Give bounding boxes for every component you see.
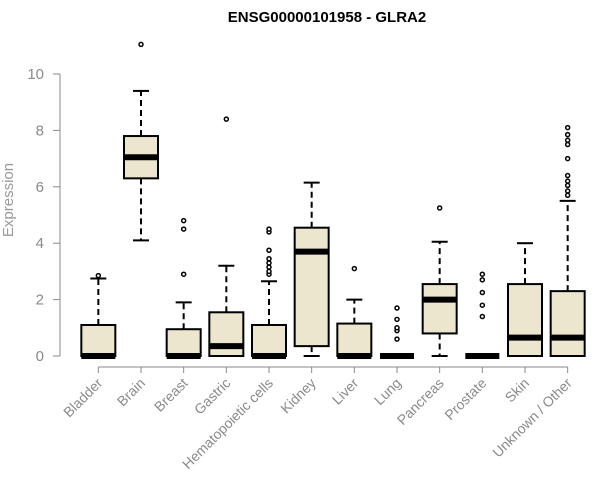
chart-title: ENSG00000101958 - GLRA2 xyxy=(228,9,426,26)
outlier-point xyxy=(564,141,571,148)
outlier-point xyxy=(394,305,400,311)
outlier-point xyxy=(266,247,272,253)
outlier-point xyxy=(564,155,571,162)
outlier-point xyxy=(351,265,358,272)
outlier-point xyxy=(223,116,230,122)
x-tick-label: Brain xyxy=(114,375,148,409)
outlier-point xyxy=(564,188,571,194)
outlier-point xyxy=(564,178,571,184)
box-iqr xyxy=(208,311,245,358)
x-tick-label: Kidney xyxy=(277,375,319,417)
box-prostate xyxy=(465,271,500,359)
box-iqr xyxy=(336,322,373,358)
box-iqr xyxy=(549,290,586,358)
x-tick-label: Liver xyxy=(329,375,362,408)
x-tick-label: Breast xyxy=(151,375,191,415)
outlier-point xyxy=(564,182,571,189)
box-hematopoietic-cells xyxy=(251,226,287,359)
outlier-point xyxy=(394,325,400,331)
outlier-point xyxy=(564,137,571,144)
outlier-point xyxy=(95,272,102,279)
x-tick-label: Unknown / Other xyxy=(489,375,575,461)
box-pancreas xyxy=(421,205,458,357)
box-liver xyxy=(336,265,373,359)
outlier-point xyxy=(479,302,486,308)
outlier-point xyxy=(436,205,443,211)
x-tick-label: Lung xyxy=(371,375,404,408)
outlier-point xyxy=(564,124,571,131)
outlier-point xyxy=(266,260,272,266)
y-tick-label: 2 xyxy=(36,292,44,309)
x-tick-label: Pancreas xyxy=(394,375,447,428)
outlier-point xyxy=(180,217,187,224)
x-tick-label: Bladder xyxy=(60,375,106,421)
outlier-point xyxy=(266,264,272,270)
y-tick-label: 6 xyxy=(36,179,44,196)
box-iqr xyxy=(165,328,202,357)
boxplot-series xyxy=(80,41,586,359)
outlier-point xyxy=(180,226,187,232)
box-bladder xyxy=(80,272,117,359)
box-iqr xyxy=(507,283,543,357)
x-tick-label: Prostate xyxy=(441,375,489,423)
outlier-point xyxy=(479,277,486,283)
outlier-point xyxy=(266,255,272,262)
outlier-point xyxy=(266,226,272,232)
x-tick-label: Gastric xyxy=(191,375,234,418)
box-skin xyxy=(507,242,543,357)
box-gastric xyxy=(208,116,245,358)
x-tick-label: Skin xyxy=(502,375,533,406)
outlier-point xyxy=(394,336,400,342)
y-axis: 0 2 4 6 8 10 xyxy=(27,66,61,365)
box-iqr xyxy=(293,226,330,348)
y-tick-label: 0 xyxy=(36,348,44,365)
box-breast xyxy=(165,217,202,359)
outlier-point xyxy=(479,289,486,296)
box-brain xyxy=(123,41,159,242)
y-axis-label: Expression xyxy=(0,163,17,237)
outlier-point xyxy=(479,271,486,277)
outlier-point xyxy=(479,313,486,320)
outlier-point xyxy=(394,316,400,323)
box-iqr xyxy=(421,283,458,335)
box-iqr xyxy=(251,323,287,358)
box-iqr xyxy=(80,323,117,358)
outlier-point xyxy=(266,268,272,275)
y-tick-label: 8 xyxy=(36,122,44,139)
outlier-point xyxy=(564,131,571,138)
box-lung xyxy=(380,305,414,359)
box-unknown-other xyxy=(549,124,586,358)
outlier-point xyxy=(138,41,144,48)
y-tick-label: 4 xyxy=(36,235,44,252)
box-kidney xyxy=(293,181,330,357)
outlier-point xyxy=(180,271,187,277)
outlier-point xyxy=(564,192,571,199)
y-tick-label: 10 xyxy=(27,66,44,83)
outlier-point xyxy=(564,172,571,179)
